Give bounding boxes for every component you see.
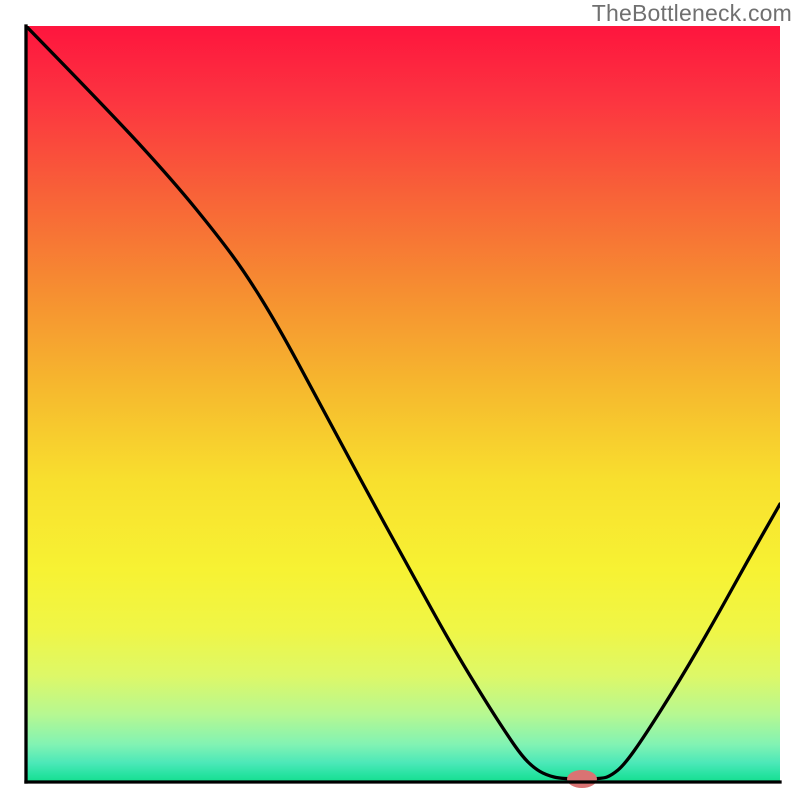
optimal-marker xyxy=(567,770,597,788)
gradient-background xyxy=(26,26,780,782)
bottleneck-chart xyxy=(0,0,800,800)
chart-container: TheBottleneck.com xyxy=(0,0,800,800)
watermark-text: TheBottleneck.com xyxy=(592,0,792,27)
